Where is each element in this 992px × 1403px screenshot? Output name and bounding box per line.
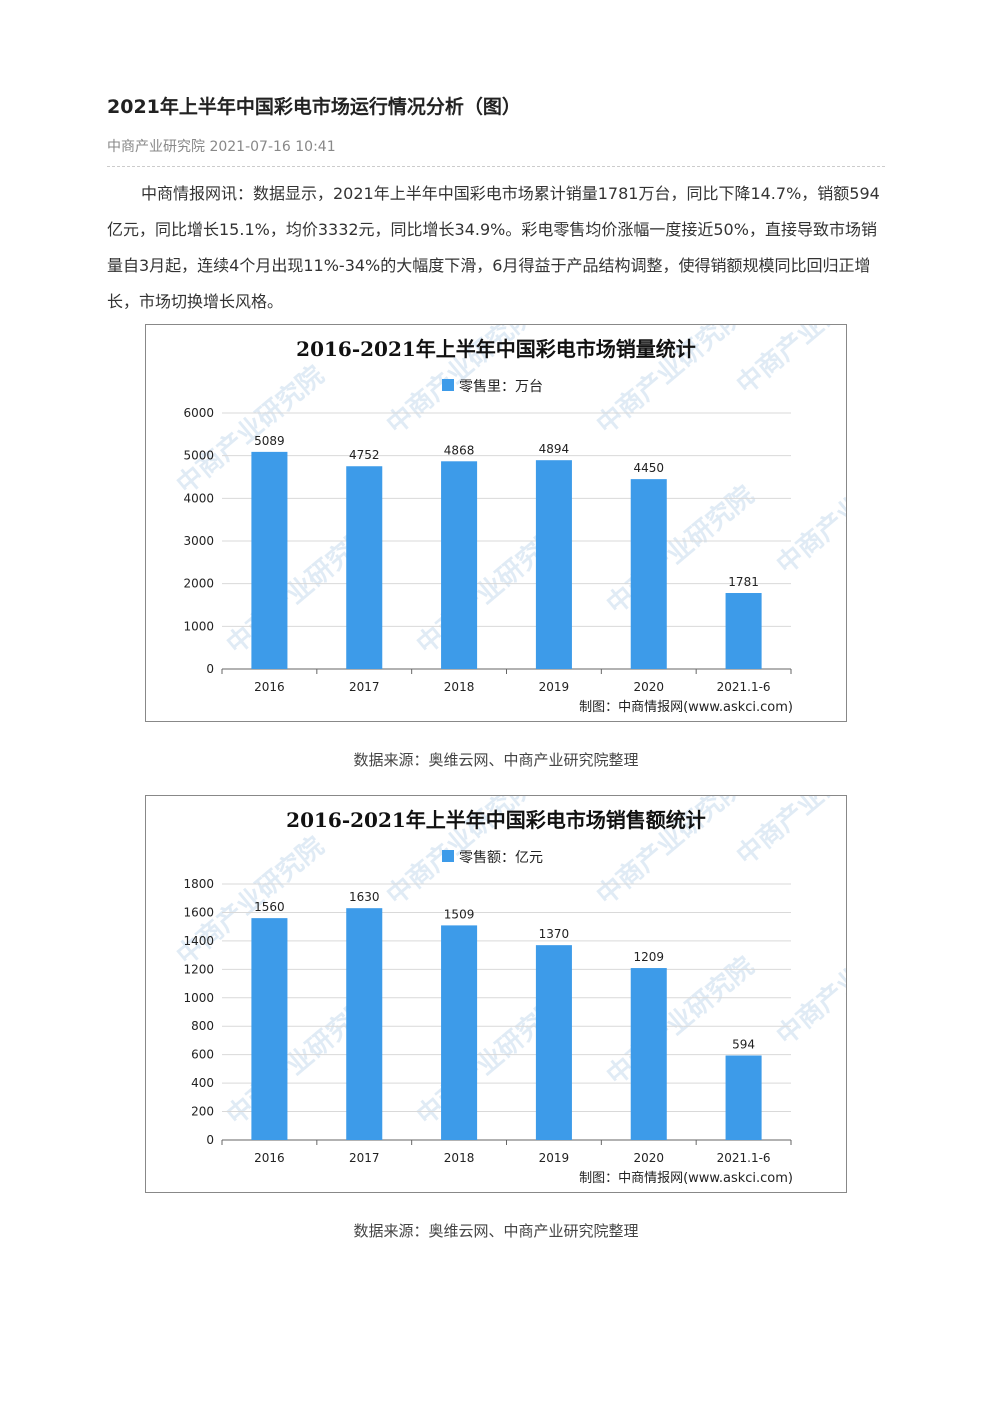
watermark-text: 中商产业研究院	[771, 911, 846, 1052]
data-label: 594	[732, 1038, 755, 1052]
article-meta: 中商产业研究院 2021-07-16 10:41	[107, 139, 336, 155]
sales-value-chart: 中商产业研究院 中商产业研究院 中商产业研究院 中商产业研究院 中商产业研究院 中商产业研…	[145, 795, 847, 1193]
x-tick-label: 2021.1-6	[717, 1151, 771, 1165]
y-tick-label: 0	[206, 1133, 214, 1147]
x-tick-label: 2019	[539, 680, 570, 694]
y-tick-label: 1800	[183, 877, 214, 891]
y-tick-label: 4000	[183, 491, 214, 505]
data-label: 4894	[539, 442, 570, 456]
legend-label: 零售里：万台	[459, 379, 543, 395]
watermark-text: 中商产业研究院	[731, 325, 846, 400]
data-label: 4752	[349, 448, 380, 462]
y-tick-label: 2000	[183, 577, 214, 591]
x-tick-label: 2016	[254, 680, 285, 694]
y-tick-label: 200	[191, 1105, 214, 1119]
y-tick-label: 1000	[183, 991, 214, 1005]
data-label: 1781	[728, 575, 759, 589]
x-tick-label: 2017	[349, 680, 380, 694]
data-label: 4868	[444, 443, 475, 457]
source-note: 数据来源：奥维云网、中商产业研究院整理	[353, 1222, 639, 1240]
bar	[535, 945, 572, 1140]
watermark-text: 中商产业研究院	[771, 440, 846, 581]
bar	[630, 968, 667, 1140]
y-tick-label: 3000	[183, 534, 214, 548]
source-note: 数据来源：奥维云网、中商产业研究院整理	[353, 751, 639, 769]
x-tick-label: 2016	[254, 1151, 285, 1165]
y-tick-label: 800	[191, 1019, 214, 1033]
data-label: 5089	[254, 434, 285, 448]
bar	[441, 925, 478, 1140]
legend-swatch	[442, 850, 454, 862]
y-tick-label: 0	[206, 662, 214, 676]
y-tick-label: 1200	[183, 962, 214, 976]
y-tick-label: 6000	[183, 406, 214, 420]
bar	[630, 479, 667, 669]
y-tick-label: 600	[191, 1048, 214, 1062]
x-tick-label: 2018	[444, 1151, 475, 1165]
bar	[725, 593, 762, 669]
bar	[346, 466, 383, 669]
chart-credit: 制图：中商情报网(www.askci.com)	[579, 700, 793, 715]
bar	[441, 461, 478, 669]
bar	[251, 918, 288, 1140]
data-label: 4450	[633, 461, 664, 475]
data-label: 1509	[444, 907, 475, 921]
watermark-text: 中商产业研究院	[731, 796, 846, 871]
x-tick-label: 2017	[349, 1151, 380, 1165]
y-tick-label: 1000	[183, 619, 214, 633]
chart-title: 2016-2021年上半年中国彩电市场销量统计	[296, 337, 696, 361]
x-tick-label: 2021.1-6	[717, 680, 771, 694]
y-tick-label: 400	[191, 1076, 214, 1090]
watermark-text: 中商产业研究院	[171, 360, 330, 501]
x-tick-label: 2020	[633, 680, 664, 694]
article-title: 2021年上半年中国彩电市场运行情况分析（图）	[107, 96, 521, 118]
bar	[535, 460, 572, 669]
x-tick-label: 2018	[444, 680, 475, 694]
x-tick-label: 2019	[539, 1151, 570, 1165]
bar	[251, 451, 288, 669]
y-tick-label: 1600	[183, 905, 214, 919]
bar	[725, 1055, 762, 1140]
bar	[346, 908, 383, 1140]
chart-title: 2016-2021年上半年中国彩电市场销售额统计	[286, 808, 706, 832]
watermark-text: 中商产业研究院	[171, 831, 330, 972]
data-label: 1630	[349, 890, 380, 904]
x-tick-label: 2020	[633, 1151, 664, 1165]
data-label: 1370	[539, 927, 570, 941]
data-label: 1560	[254, 900, 285, 914]
legend-swatch	[442, 379, 454, 391]
data-label: 1209	[633, 950, 664, 964]
article-paragraph: 中商情报网讯：数据显示，2021年上半年中国彩电市场累计销量1781万台，同比下…	[107, 184, 880, 311]
y-tick-label: 1400	[183, 934, 214, 948]
divider	[107, 166, 885, 167]
y-tick-label: 5000	[183, 449, 214, 463]
sales-volume-chart: 中商产业研究院 中商产业研究院 中商产业研究院 中商产业研究院 中商产业研究院 中商产业研…	[145, 324, 847, 722]
legend-label: 零售额：亿元	[459, 850, 543, 866]
chart-credit: 制图：中商情报网(www.askci.com)	[579, 1171, 793, 1186]
